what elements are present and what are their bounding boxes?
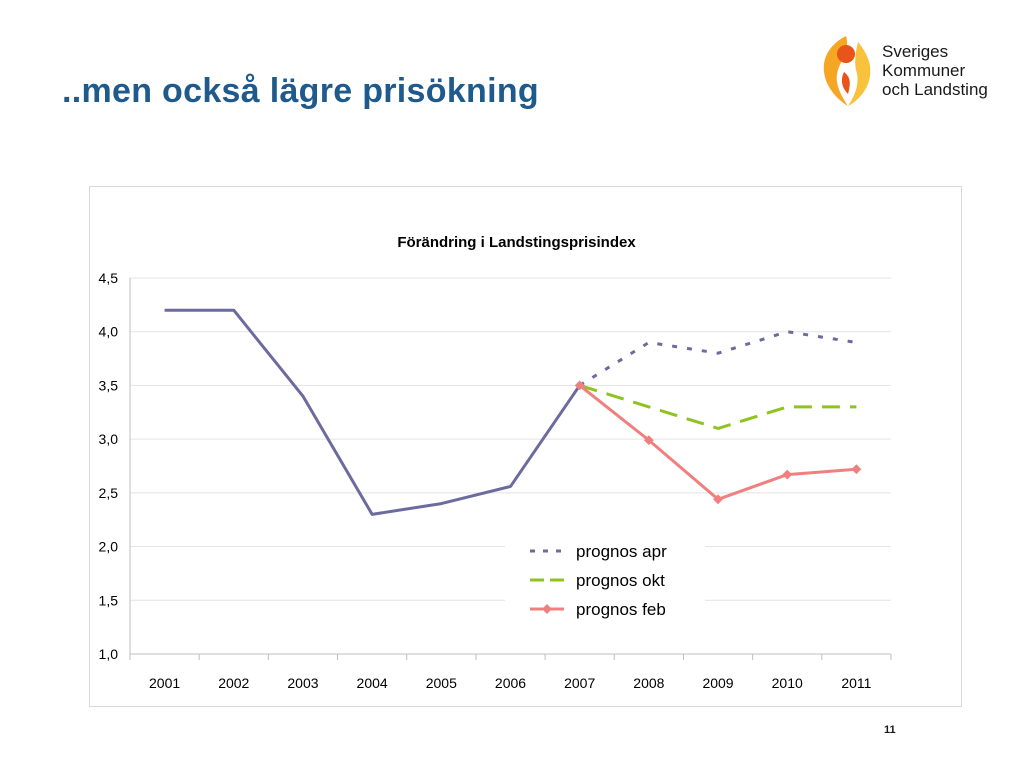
slide-title: ..men också lägre prisökning: [62, 72, 539, 110]
y-tick-label: 4,0: [99, 324, 119, 340]
logo-line-3: och Landsting: [882, 80, 988, 99]
x-tick-label: 2004: [357, 675, 388, 691]
x-tick-label: 2007: [564, 675, 595, 691]
y-tick-label: 3,5: [99, 377, 119, 393]
y-tick-label: 1,0: [99, 646, 119, 662]
x-tick-label: 2003: [287, 675, 318, 691]
logo-line-2: Kommuner: [882, 61, 966, 80]
data-point-marker: [643, 435, 654, 446]
data-point-marker: [851, 464, 862, 475]
data-point-marker: [713, 494, 723, 505]
data-point-marker: [782, 469, 793, 480]
chart-title: Förändring i Landstingsprisindex: [397, 234, 636, 251]
x-tick-label: 2009: [702, 675, 733, 691]
y-tick-label: 4,5: [99, 270, 119, 286]
x-tick-label: 2010: [772, 675, 803, 691]
x-tick-label: 2005: [426, 675, 457, 691]
x-tick-label: 2002: [218, 675, 249, 691]
line-chart: Förändring i Landstingsprisindex 1,0 1,5 2,…: [99, 234, 892, 691]
flame-logo-icon: [823, 36, 871, 106]
logo-text: Sveriges Kommuner och Landsting: [882, 42, 988, 99]
x-tick-label: 2006: [495, 675, 526, 691]
x-tick-label: 2001: [149, 675, 180, 691]
series-line-prognos-feb: [578, 384, 857, 501]
legend-label: prognos okt: [576, 571, 665, 590]
legend-label: prognos feb: [576, 600, 666, 619]
x-tick-label: 2011: [841, 675, 871, 691]
logo-line-1: Sveriges: [882, 42, 949, 61]
organization-logo: Sveriges Kommuner och Landsting: [816, 32, 1006, 108]
y-tick-label: 1,5: [99, 592, 119, 608]
page-number: 11: [884, 724, 896, 736]
x-tick-label: 2008: [633, 675, 664, 691]
data-point-marker: [574, 380, 585, 391]
series-line-prognos-okt: [579, 383, 857, 430]
legend-marker: [542, 604, 552, 614]
y-tick-label: 3,0: [99, 431, 119, 447]
series-line-actual: [164, 308, 581, 516]
y-tick-label: 2,0: [99, 539, 119, 555]
y-tick-label: 2,5: [99, 485, 119, 501]
chart-frame: Förändring i Landstingsprisindex 1,0 1,5 2,…: [89, 186, 962, 707]
legend-label: prognos apr: [576, 542, 667, 561]
series-line-prognos-apr: [578, 330, 857, 387]
